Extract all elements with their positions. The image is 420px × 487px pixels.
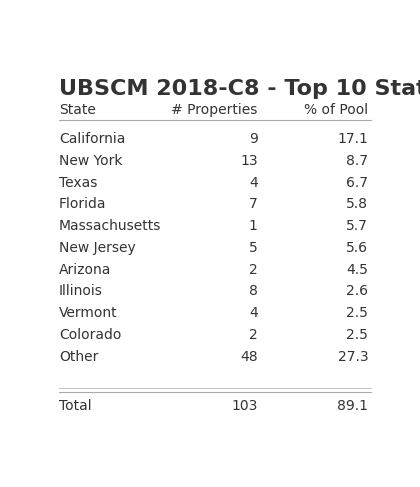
Text: UBSCM 2018-C8 - Top 10 States: UBSCM 2018-C8 - Top 10 States [59, 79, 420, 99]
Text: 27.3: 27.3 [338, 350, 368, 364]
Text: 2.5: 2.5 [346, 306, 368, 320]
Text: State: State [59, 103, 96, 116]
Text: Florida: Florida [59, 197, 107, 211]
Text: 6.7: 6.7 [346, 175, 368, 189]
Text: Illinois: Illinois [59, 284, 103, 299]
Text: 5.6: 5.6 [346, 241, 368, 255]
Text: 2: 2 [249, 328, 257, 342]
Text: 1: 1 [249, 219, 257, 233]
Text: # Properties: # Properties [171, 103, 257, 116]
Text: California: California [59, 132, 126, 146]
Text: 4: 4 [249, 175, 257, 189]
Text: New York: New York [59, 154, 123, 168]
Text: 4: 4 [249, 306, 257, 320]
Text: 5.8: 5.8 [346, 197, 368, 211]
Text: Texas: Texas [59, 175, 97, 189]
Text: 17.1: 17.1 [337, 132, 368, 146]
Text: Total: Total [59, 399, 92, 413]
Text: 7: 7 [249, 197, 257, 211]
Text: 8: 8 [249, 284, 257, 299]
Text: 8.7: 8.7 [346, 154, 368, 168]
Text: Other: Other [59, 350, 98, 364]
Text: New Jersey: New Jersey [59, 241, 136, 255]
Text: 2: 2 [249, 262, 257, 277]
Text: 9: 9 [249, 132, 257, 146]
Text: 13: 13 [240, 154, 257, 168]
Text: % of Pool: % of Pool [304, 103, 368, 116]
Text: 48: 48 [240, 350, 257, 364]
Text: 5: 5 [249, 241, 257, 255]
Text: Vermont: Vermont [59, 306, 118, 320]
Text: 5.7: 5.7 [346, 219, 368, 233]
Text: Massachusetts: Massachusetts [59, 219, 161, 233]
Text: 4.5: 4.5 [346, 262, 368, 277]
Text: Arizona: Arizona [59, 262, 111, 277]
Text: 103: 103 [231, 399, 257, 413]
Text: 2.6: 2.6 [346, 284, 368, 299]
Text: 89.1: 89.1 [337, 399, 368, 413]
Text: Colorado: Colorado [59, 328, 121, 342]
Text: 2.5: 2.5 [346, 328, 368, 342]
